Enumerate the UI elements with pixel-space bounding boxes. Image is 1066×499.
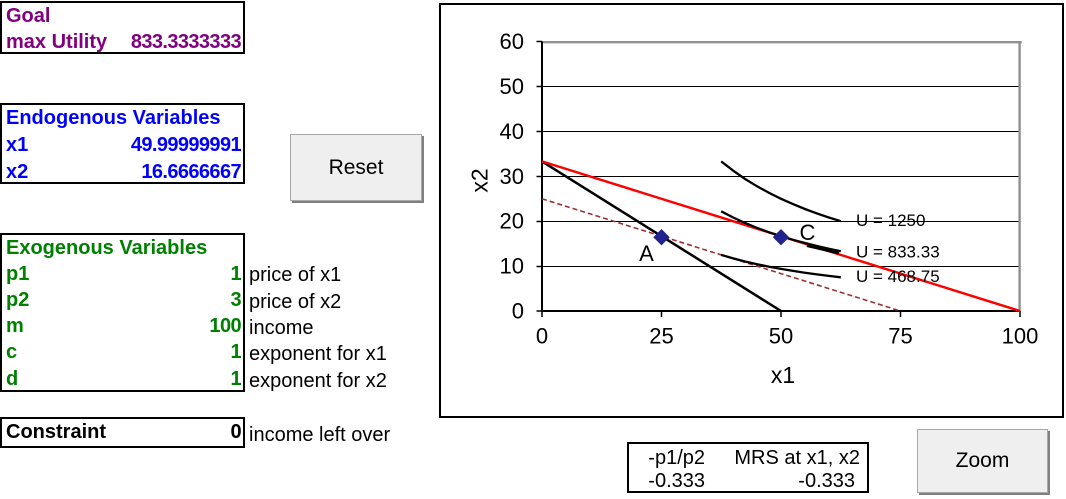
svg-text:60: 60: [500, 29, 524, 54]
svg-text:A: A: [639, 241, 654, 266]
svg-text:U = 833.33: U = 833.33: [856, 243, 940, 262]
svg-text:75: 75: [888, 324, 912, 349]
svg-text:40: 40: [500, 119, 524, 144]
svg-text:C: C: [800, 220, 816, 245]
svg-text:0: 0: [536, 324, 548, 349]
svg-text:50: 50: [500, 74, 524, 99]
svg-text:x2: x2: [467, 168, 493, 192]
svg-text:U = 468.75: U = 468.75: [856, 267, 940, 286]
svg-text:25: 25: [649, 324, 673, 349]
svg-text:30: 30: [500, 164, 524, 189]
svg-text:x1: x1: [771, 362, 795, 388]
svg-text:20: 20: [500, 209, 524, 234]
svg-text:10: 10: [500, 254, 524, 279]
svg-text:U = 1250: U = 1250: [856, 211, 925, 230]
svg-text:100: 100: [1002, 324, 1039, 349]
svg-text:50: 50: [769, 324, 793, 349]
svg-text:0: 0: [512, 299, 524, 324]
